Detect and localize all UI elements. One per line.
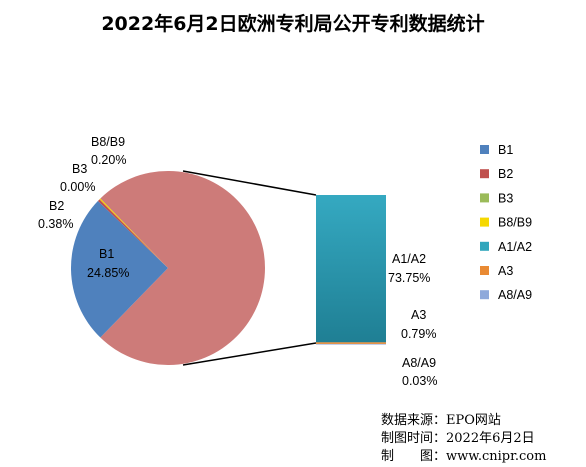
source-line-1: 数据来源：EPO网站	[381, 413, 501, 428]
label-name-b2: B2	[49, 199, 64, 213]
connector-line-top	[182, 170, 317, 196]
source-line-3: 制 图：www.cnipr.com	[381, 449, 546, 464]
chart-title: 2022年6月2日欧洲专利局公开专利数据统计	[101, 12, 484, 35]
legend-label-b8b9: B8/B9	[498, 216, 532, 230]
label-name-a8a9: A8/A9	[402, 356, 436, 370]
label-value-b8b9: 0.20%	[91, 153, 126, 167]
label-value-a3: 0.79%	[401, 327, 436, 341]
legend-swatch-b8b9	[480, 217, 489, 227]
bar-segment-a1a2	[316, 195, 386, 343]
legend-label-a8a9: A8/A9	[498, 288, 532, 302]
bar-segment-a8a9	[316, 343, 386, 345]
label-value-b1: 24.85%	[87, 266, 129, 280]
legend: B1 B2 B3 B8/B9 A1/A2 A3 A8/A9	[480, 143, 532, 302]
label-value-a1a2: 73.75%	[388, 271, 430, 285]
pie-slice-other	[100, 171, 265, 365]
bar-segment-a3	[316, 342, 386, 344]
legend-label-b3: B3	[498, 191, 513, 205]
pie-slice-b1	[70, 201, 168, 338]
legend-swatch-b1	[480, 145, 489, 154]
label-value-b3: 0.00%	[60, 180, 95, 194]
label-name-b1: B1	[99, 247, 114, 261]
legend-swatch-a1a2	[480, 241, 489, 251]
pie-slice-b8b9	[99, 198, 168, 268]
legend-swatch-a8a9	[480, 290, 489, 300]
connector-line-bottom	[182, 342, 317, 366]
legend-label-b1: B1	[498, 143, 513, 157]
pie-slice-b2	[97, 199, 168, 268]
legend-swatch-b2	[480, 169, 489, 179]
label-name-b8b9: B8/B9	[91, 135, 125, 149]
label-name-a1a2: A1/A2	[392, 252, 426, 266]
label-name-b3: B3	[72, 162, 87, 176]
legend-swatch-a3	[480, 266, 489, 275]
label-value-b2: 0.38%	[38, 217, 73, 231]
pie-group	[70, 171, 265, 365]
stacked-bar-group	[316, 195, 386, 345]
legend-label-b2: B2	[498, 167, 513, 181]
legend-label-a1a2: A1/A2	[498, 240, 532, 254]
label-value-a8a9: 0.03%	[402, 374, 437, 388]
legend-swatch-b3	[480, 193, 489, 203]
label-name-a3: A3	[411, 308, 426, 322]
source-line-2: 制图时间：2022年6月2日	[381, 431, 535, 446]
legend-label-a3: A3	[498, 264, 513, 278]
